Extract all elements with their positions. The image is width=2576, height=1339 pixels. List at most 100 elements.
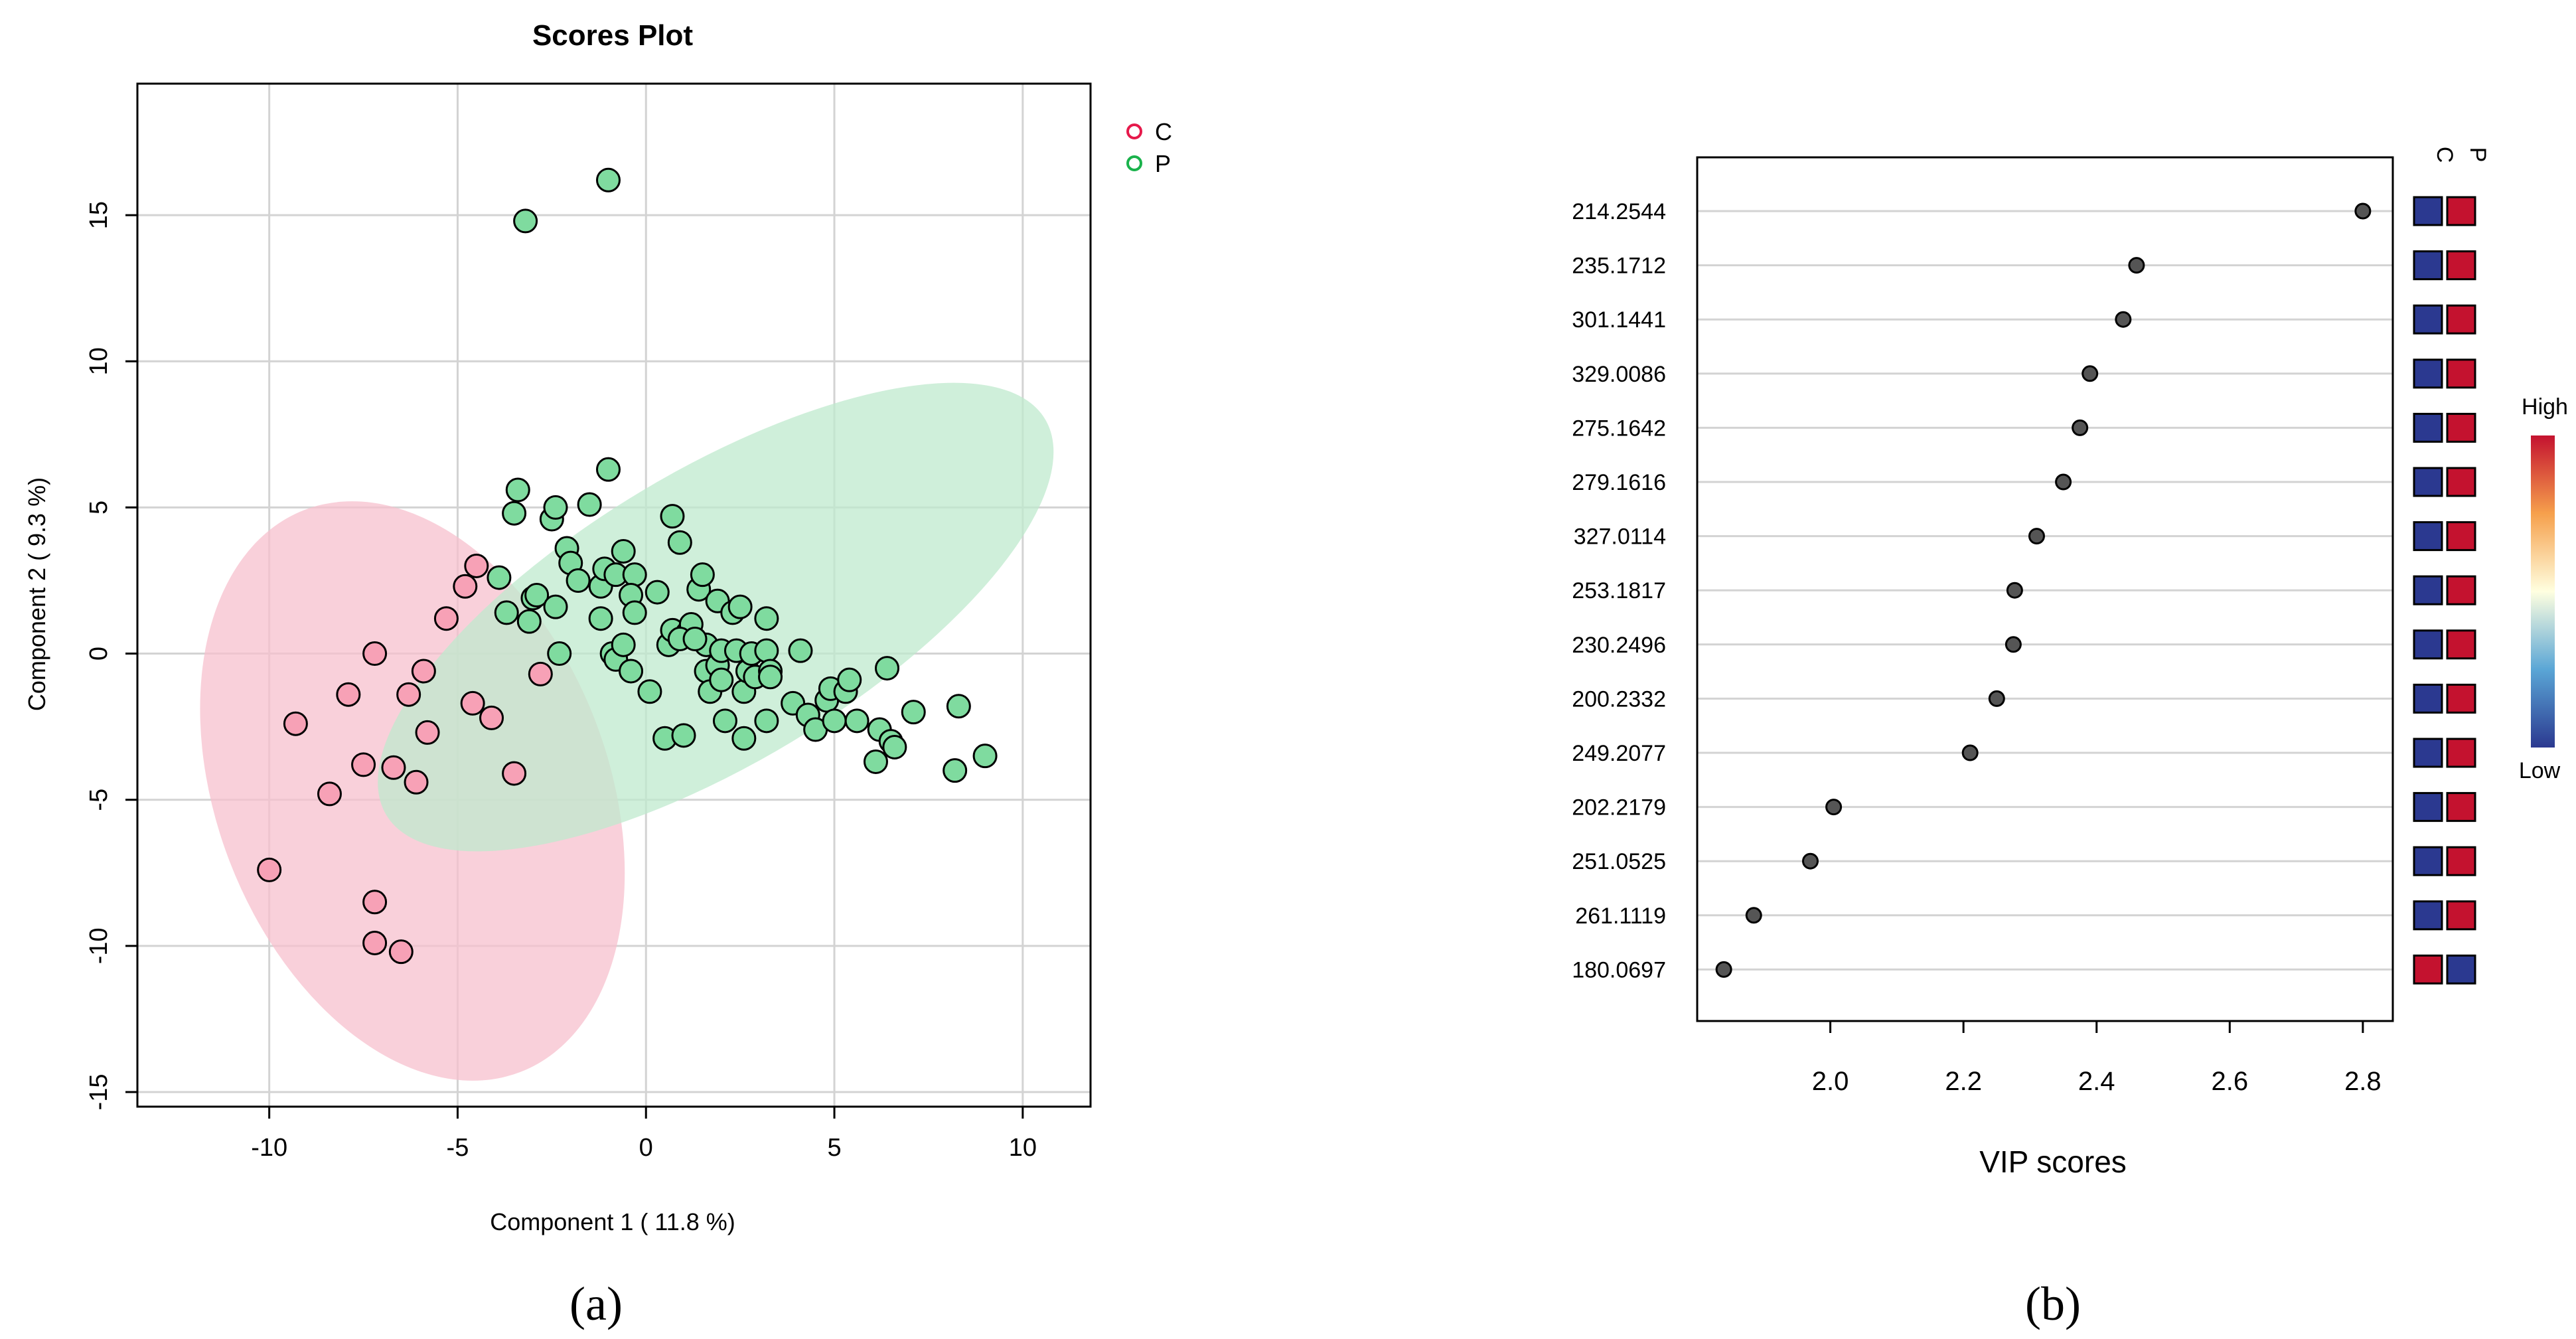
score-point-P	[543, 495, 568, 520]
score-point-C	[433, 606, 459, 631]
vip-x-tick-label: 2.4	[2078, 1067, 2115, 1096]
heatmap-cell-C	[2413, 900, 2443, 931]
score-point-C	[528, 661, 553, 686]
score-point-P	[882, 734, 907, 759]
heatmap-cell-P	[2446, 954, 2476, 985]
score-point-P	[505, 477, 530, 503]
score-point-C	[404, 769, 429, 795]
heatmap-cell-C	[2413, 629, 2443, 660]
scores-x-tick-label: 10	[1009, 1134, 1037, 1162]
scores-ellipses	[200, 382, 1054, 1081]
scores-y-tick-label: 10	[85, 347, 113, 375]
vip-feature-label: 214.2544	[1572, 199, 1666, 224]
scores-plot-frame	[136, 82, 1092, 1108]
vip-feature-label: 275.1642	[1572, 416, 1666, 441]
scores-y-axis: -15 -10 -5 0 5 10 15	[85, 201, 137, 1110]
vip-feature-labels: 214.2544 235.1712 301.1441 329.0086 275.1642…	[1572, 199, 1666, 983]
score-point-P	[837, 667, 862, 692]
scores-x-tick-label: 0	[639, 1134, 653, 1162]
vip-point	[2082, 365, 2099, 382]
score-point-P	[516, 609, 542, 634]
score-point-C	[381, 755, 406, 780]
score-point-P	[611, 538, 636, 564]
score-point-P	[788, 638, 813, 663]
score-point-P	[660, 504, 685, 529]
panel-label-b: (b)	[2025, 1277, 2081, 1330]
vip-point	[1715, 961, 1732, 978]
vip-x-axis-title: VIP scores	[1979, 1144, 2127, 1179]
score-point-P	[754, 638, 779, 663]
vip-feature-label: 235.1712	[1572, 254, 1666, 279]
vip-feature-label: 251.0525	[1572, 849, 1666, 874]
score-point-P	[566, 568, 591, 593]
vip-feature-label: 253.1817	[1572, 578, 1666, 603]
vip-heatmap	[2413, 196, 2476, 985]
vip-feature-label: 202.2179	[1572, 795, 1666, 821]
score-point-P	[588, 606, 613, 631]
score-point-P	[943, 758, 968, 783]
score-point-C	[411, 659, 436, 684]
vip-feature-label: 180.0697	[1572, 957, 1666, 983]
vip-feature-label: 279.1616	[1572, 470, 1666, 495]
score-point-P	[731, 726, 757, 751]
vip-point	[1825, 799, 1843, 816]
score-point-C	[396, 682, 421, 707]
score-point-P	[595, 457, 621, 482]
score-point-P	[619, 659, 644, 684]
vip-point	[1745, 907, 1762, 924]
vip-point	[1988, 690, 2005, 707]
vip-gridlines	[1697, 210, 2393, 971]
vip-plot: 214.2544 235.1712 301.1441 329.0086 275.1642…	[1572, 147, 2568, 1330]
heatmap-cell-C	[2413, 467, 2443, 497]
heatmap-cell-P	[2446, 738, 2476, 768]
scores-y-tick-label: -10	[85, 927, 113, 964]
score-point-C	[388, 939, 414, 965]
heatmap-cell-C	[2413, 683, 2443, 714]
vip-feature-label: 327.0114	[1574, 524, 1666, 550]
vip-point	[2072, 419, 2089, 436]
vip-point	[1801, 852, 1819, 870]
score-point-P	[822, 708, 847, 734]
score-point-P	[667, 530, 692, 555]
score-point-P	[709, 667, 734, 692]
scores-x-tick-label: 5	[827, 1134, 841, 1162]
score-point-P	[712, 708, 737, 734]
vip-heatmap-header: C P	[2432, 147, 2490, 163]
vip-point	[2028, 528, 2045, 545]
score-point-C	[257, 857, 282, 882]
score-point-C	[479, 705, 504, 730]
colorbar-low-label: Low	[2519, 758, 2561, 783]
score-point-C	[362, 641, 388, 667]
heatmap-col-label-P: P	[2465, 147, 2490, 163]
heatmap-cell-C	[2413, 521, 2443, 552]
score-point-P	[547, 641, 572, 667]
heatmap-cell-C	[2413, 196, 2443, 226]
score-point-P	[637, 679, 662, 704]
legend-marker-P	[1126, 155, 1142, 171]
score-point-P	[487, 565, 512, 590]
score-point-C	[336, 682, 361, 707]
score-point-C	[460, 690, 485, 716]
legend-marker-C	[1126, 123, 1142, 139]
scores-y-tick-label: 15	[85, 201, 113, 229]
legend-label-P: P	[1155, 150, 1171, 177]
score-point-P	[513, 208, 538, 234]
vip-point	[2128, 257, 2145, 274]
score-point-P	[671, 723, 696, 748]
score-point-P	[595, 167, 621, 193]
score-point-P	[622, 600, 647, 625]
vip-x-tick-label: 2.2	[1945, 1067, 1982, 1096]
heatmap-cell-P	[2446, 304, 2476, 335]
score-point-P	[524, 583, 550, 607]
heatmap-cell-C	[2413, 250, 2443, 281]
colorbar-high-label: High	[2522, 394, 2568, 420]
scores-x-axis-title: Component 1 ( 11.8 %)	[490, 1208, 735, 1235]
scores-x-tick-label: -5	[447, 1134, 469, 1162]
score-point-P	[611, 632, 636, 657]
heatmap-cell-C	[2413, 412, 2443, 443]
vip-point	[2005, 636, 2022, 653]
vip-points	[1715, 202, 2372, 978]
score-point-P	[754, 606, 779, 631]
score-point-P	[972, 744, 998, 769]
vip-feature-label: 200.2332	[1572, 686, 1666, 712]
